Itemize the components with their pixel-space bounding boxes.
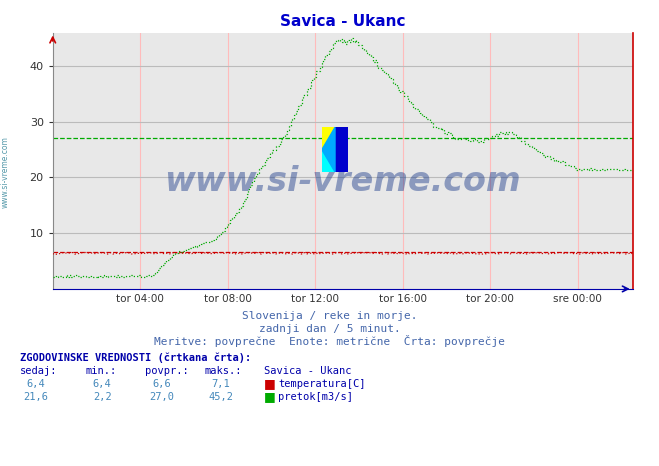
Text: ■: ■ bbox=[264, 391, 275, 403]
Text: Savica - Ukanc: Savica - Ukanc bbox=[264, 366, 351, 376]
Text: 6,4: 6,4 bbox=[27, 379, 45, 389]
Text: 21,6: 21,6 bbox=[24, 392, 49, 402]
Text: maks.:: maks.: bbox=[204, 366, 242, 376]
Text: 6,6: 6,6 bbox=[152, 379, 171, 389]
Text: ■: ■ bbox=[264, 377, 275, 390]
Text: Meritve: povprečne  Enote: metrične  Črta: povprečje: Meritve: povprečne Enote: metrične Črta:… bbox=[154, 336, 505, 347]
Title: Savica - Ukanc: Savica - Ukanc bbox=[280, 14, 405, 29]
Text: povpr.:: povpr.: bbox=[145, 366, 188, 376]
Text: sedaj:: sedaj: bbox=[20, 366, 57, 376]
Text: 2,2: 2,2 bbox=[93, 392, 111, 402]
Text: www.si-vreme.com: www.si-vreme.com bbox=[1, 137, 10, 208]
Polygon shape bbox=[322, 150, 335, 172]
Text: ZGODOVINSKE VREDNOSTI (črtkana črta):: ZGODOVINSKE VREDNOSTI (črtkana črta): bbox=[20, 353, 251, 363]
Bar bbox=[335, 127, 348, 172]
Polygon shape bbox=[322, 127, 335, 150]
Text: 6,4: 6,4 bbox=[93, 379, 111, 389]
Text: min.:: min.: bbox=[86, 366, 117, 376]
Text: temperatura[C]: temperatura[C] bbox=[278, 379, 366, 389]
Text: 7,1: 7,1 bbox=[212, 379, 230, 389]
Text: 27,0: 27,0 bbox=[149, 392, 174, 402]
Polygon shape bbox=[322, 127, 335, 172]
Text: zadnji dan / 5 minut.: zadnji dan / 5 minut. bbox=[258, 324, 401, 334]
Text: www.si-vreme.com: www.si-vreme.com bbox=[164, 165, 521, 198]
Text: pretok[m3/s]: pretok[m3/s] bbox=[278, 392, 353, 402]
Text: 45,2: 45,2 bbox=[208, 392, 233, 402]
Text: Slovenija / reke in morje.: Slovenija / reke in morje. bbox=[242, 311, 417, 321]
